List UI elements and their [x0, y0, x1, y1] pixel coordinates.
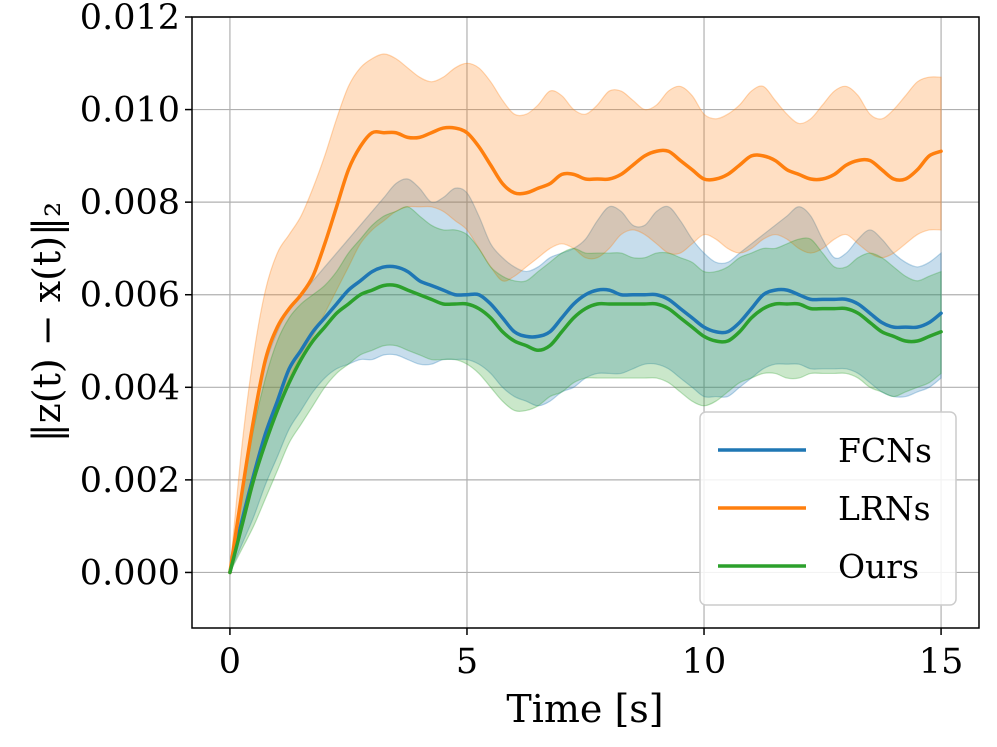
legend-label-lrns: LRNs: [838, 489, 931, 528]
x-axis-ticks: 0 5 10 15: [219, 628, 964, 682]
y-tick-label: 0.010: [80, 91, 180, 131]
legend-label-ours: Ours: [838, 547, 919, 586]
y-tick-label: 0.002: [80, 461, 180, 501]
band-lrns: [229, 53, 942, 573]
x-axis-label: Time [s]: [506, 687, 663, 731]
y-tick-label: 0.012: [80, 0, 180, 38]
series-lines: [228, 125, 943, 575]
confidence-bands: [229, 53, 942, 573]
x-tick-label: 0: [219, 642, 241, 682]
band-ours: [229, 206, 942, 573]
y-tick-label: 0.004: [80, 368, 180, 408]
legend-box: [699, 411, 957, 606]
x-tick-label: 5: [456, 642, 478, 682]
legend: FCNs LRNs Ours: [699, 411, 957, 606]
x-tick-label: 10: [682, 642, 727, 682]
y-axis-ticks: 0.000 0.002 0.004 0.006 0.008 0.010 0.012: [80, 0, 192, 593]
plot-frame: [191, 16, 980, 629]
legend-label-fcns: FCNs: [838, 431, 932, 470]
band-fcns: [229, 178, 942, 573]
x-tick-label: 15: [919, 642, 964, 682]
y-tick-label: 0.000: [80, 553, 180, 593]
line-fcns: [228, 264, 943, 575]
line-ours: [228, 283, 943, 575]
line-lrns: [228, 125, 943, 575]
y-axis-label: ‖z(t) − x(t)‖₂: [25, 202, 69, 443]
y-tick-label: 0.006: [80, 276, 180, 316]
y-tick-label: 0.008: [80, 183, 180, 223]
